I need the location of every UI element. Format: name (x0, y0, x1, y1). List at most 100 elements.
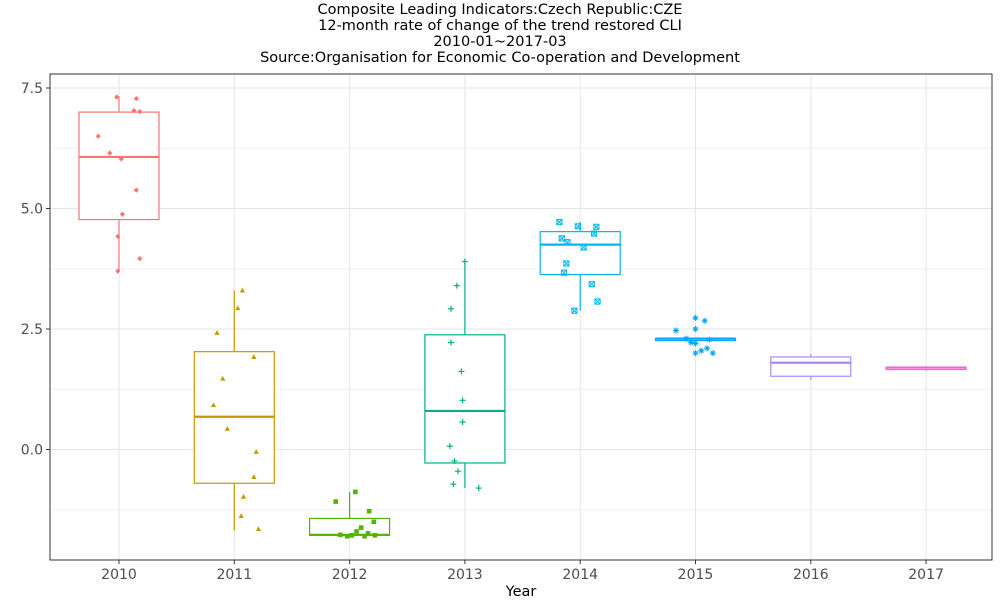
data-point (709, 350, 716, 357)
x-tick-label: 2010 (101, 567, 137, 583)
data-point (459, 397, 466, 404)
data-point (354, 529, 359, 534)
data-point (706, 336, 713, 343)
data-point (683, 335, 690, 342)
data-point (333, 499, 339, 504)
data-point (461, 258, 468, 265)
data-point (556, 218, 563, 226)
data-point (133, 96, 139, 102)
box-2012 (309, 491, 391, 537)
data-point (107, 150, 113, 156)
data-point (131, 108, 137, 114)
box-2014 (539, 221, 621, 311)
chart-subtitle-measure: 12-month rate of change of the trend res… (318, 18, 682, 34)
x-tick-label: 2016 (793, 567, 829, 583)
x-tick-label: 2014 (562, 567, 598, 583)
x-axis: 2010 2011 2012 2013 2014 2015 2016 2017 (101, 560, 944, 583)
data-point (590, 230, 598, 237)
data-point (255, 526, 262, 532)
box-2011 (193, 290, 275, 531)
data-point (448, 305, 455, 312)
plot-panel-border (49, 73, 993, 561)
data-point (446, 443, 453, 450)
data-point (220, 375, 226, 381)
grid (50, 74, 992, 560)
data-point (475, 485, 482, 492)
data-point (119, 211, 126, 217)
data-point (95, 133, 101, 139)
chart-title-block: Composite Leading Indicators:Czech Repub… (0, 2, 1000, 66)
chart-title: Composite Leading Indicators:Czech Repub… (317, 2, 683, 18)
data-point (240, 493, 247, 499)
data-point (692, 326, 699, 332)
box-2015 (654, 337, 737, 342)
data-point (580, 244, 587, 251)
data-point (253, 449, 259, 454)
box-iqr (309, 517, 391, 536)
data-point (214, 330, 220, 335)
x-tick-label: 2015 (678, 567, 714, 583)
box-2013 (424, 261, 506, 489)
box-iqr (539, 231, 621, 276)
y-tick-label: 0.0 (21, 443, 43, 459)
data-point (133, 187, 139, 193)
data-point (251, 354, 257, 359)
x-tick-label: 2013 (447, 567, 483, 583)
box-2016 (770, 354, 852, 381)
data-point (594, 298, 601, 305)
data-point (365, 531, 371, 536)
data-point (353, 489, 358, 495)
x-axis-title: Year (505, 584, 537, 600)
box-iqr (424, 334, 506, 464)
jitter-points (95, 94, 716, 539)
y-tick-label: 2.5 (21, 322, 43, 338)
x-tick-label: 2011 (216, 567, 252, 583)
data-point (224, 425, 230, 431)
data-point (118, 156, 124, 162)
data-point (451, 458, 458, 465)
data-point (558, 235, 565, 242)
data-point (672, 327, 679, 334)
data-point (459, 419, 466, 426)
data-point (574, 223, 581, 230)
data-point (115, 233, 121, 240)
data-point (338, 532, 343, 538)
y-tick-label: 7.5 (21, 81, 43, 97)
x-tick-label: 2012 (332, 567, 368, 583)
data-point (238, 513, 244, 519)
data-point (458, 368, 465, 375)
data-point (701, 317, 708, 324)
data-point (453, 282, 460, 289)
data-point (235, 305, 241, 311)
box-iqr (78, 111, 160, 221)
data-point (371, 519, 377, 525)
data-point (454, 468, 461, 475)
data-point (251, 474, 257, 479)
chart-subtitle-period: 2010-01~2017-03 (433, 34, 567, 50)
data-point (563, 260, 570, 267)
data-point (704, 345, 711, 352)
data-point (571, 307, 578, 314)
chart-subtitle-source: Source:Organisation for Economic Co-oper… (260, 50, 740, 66)
data-point (137, 109, 143, 115)
x-tick-label: 2017 (908, 567, 944, 583)
data-point (115, 268, 121, 274)
data-point (362, 533, 367, 539)
data-point (698, 347, 705, 354)
box-2010 (78, 96, 160, 272)
data-point (692, 350, 699, 357)
data-point (239, 287, 245, 293)
box-iqr (770, 356, 852, 377)
data-point (450, 481, 457, 488)
data-point (593, 223, 600, 230)
data-point (344, 533, 350, 539)
data-point (366, 508, 372, 514)
data-point (692, 340, 699, 347)
data-point (114, 94, 120, 100)
data-point (687, 339, 694, 346)
boxes (78, 96, 967, 537)
data-point (372, 532, 378, 538)
data-point (349, 532, 355, 538)
data-point (448, 339, 455, 346)
